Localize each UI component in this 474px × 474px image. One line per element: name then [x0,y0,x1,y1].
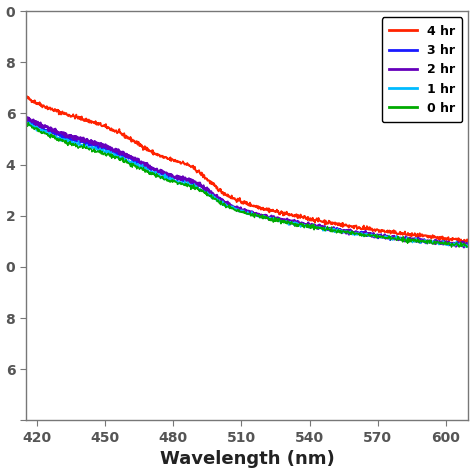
1 hr [470,244,474,249]
1 hr [467,245,473,251]
0 hr [23,121,28,127]
1 hr [330,226,336,232]
4 hr [204,176,210,182]
1 hr [220,200,226,206]
2 hr [69,133,74,139]
0 hr [69,143,75,148]
3 hr [23,115,28,121]
Line: 4 hr: 4 hr [26,96,473,243]
2 hr [204,187,210,193]
0 hr [470,244,474,249]
0 hr [220,202,226,208]
2 hr [380,234,385,239]
4 hr [69,114,75,119]
4 hr [380,228,386,234]
Line: 2 hr: 2 hr [26,116,473,247]
0 hr [464,244,470,250]
1 hr [23,118,29,124]
1 hr [23,120,28,126]
0 hr [204,193,210,199]
X-axis label: Wavelength (nm): Wavelength (nm) [160,450,335,468]
3 hr [461,245,466,250]
Line: 1 hr: 1 hr [26,121,473,248]
3 hr [204,189,210,195]
4 hr [24,93,30,99]
1 hr [372,233,378,238]
Legend: 4 hr, 3 hr, 2 hr, 1 hr, 0 hr: 4 hr, 3 hr, 2 hr, 1 hr, 0 hr [382,18,462,122]
Line: 3 hr: 3 hr [26,118,473,247]
4 hr [220,190,226,195]
1 hr [380,234,386,240]
3 hr [220,201,226,206]
4 hr [466,240,472,246]
3 hr [69,137,74,143]
3 hr [380,233,385,239]
0 hr [330,227,336,233]
4 hr [470,238,474,244]
0 hr [380,235,386,240]
3 hr [330,228,336,234]
0 hr [372,233,378,238]
2 hr [470,242,474,248]
1 hr [204,191,210,197]
1 hr [69,139,75,145]
Line: 0 hr: 0 hr [26,123,473,247]
4 hr [330,221,336,227]
2 hr [23,113,28,119]
3 hr [372,234,377,239]
2 hr [467,245,473,250]
2 hr [330,227,336,233]
2 hr [372,233,377,238]
0 hr [26,120,31,126]
2 hr [220,198,226,203]
4 hr [23,94,28,100]
4 hr [372,227,378,233]
3 hr [470,242,474,248]
